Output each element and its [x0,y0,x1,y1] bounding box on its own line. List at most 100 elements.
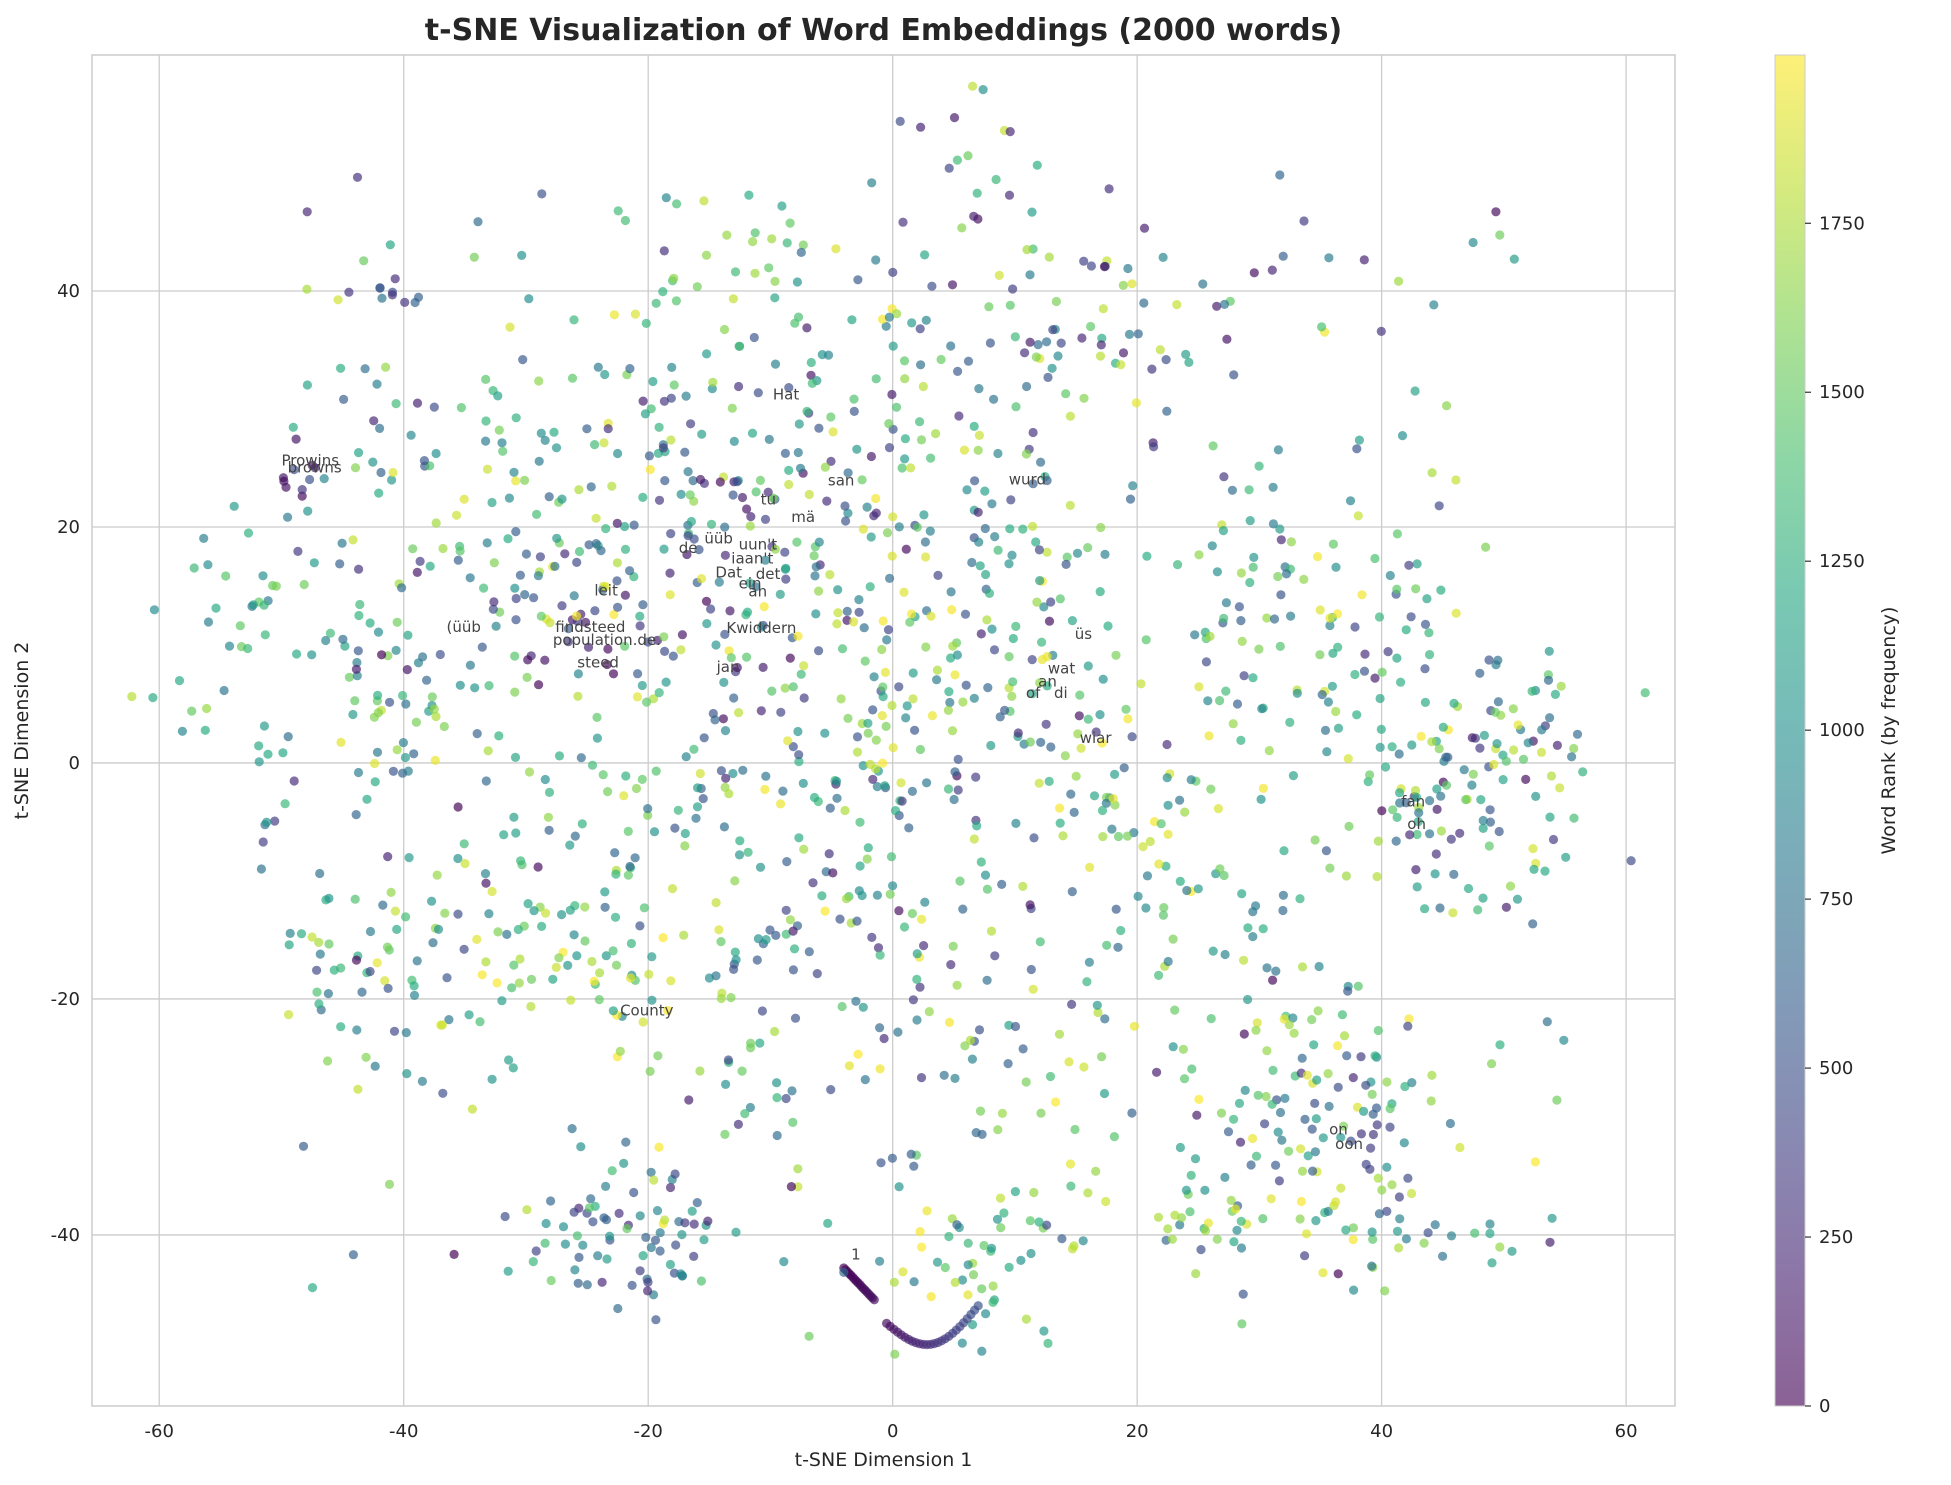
scatter-point [1138,842,1148,852]
scatter-point [1523,738,1533,748]
scatter-point [720,550,731,560]
scatter-point [1037,637,1047,647]
scatter-point [1035,678,1045,688]
scatter-point [910,725,920,735]
word-annotation: oon [1335,1135,1363,1153]
scatter-point [350,894,360,904]
scatter-point [919,941,929,951]
scatter-point [1028,521,1038,532]
scatter-point [781,1093,791,1104]
scatter-point [817,350,827,360]
scatter-point [933,570,943,581]
scatter-point [954,411,964,421]
scatter-point [455,680,465,690]
scatter-point [484,909,494,919]
scatter-point [620,521,630,532]
scatter-point [484,681,494,691]
scatter-point [397,583,407,593]
scatter-point [764,434,774,444]
scatter-point [280,799,290,809]
scatter-point [755,1038,765,1048]
scatter-point [872,890,883,900]
scatter-point [574,1252,584,1262]
scatter-point [888,743,898,753]
scatter-point [699,1235,709,1245]
scatter-point [665,1182,676,1193]
scatter-point [1278,251,1288,261]
scatter-point [1190,1154,1201,1164]
scatter-point [1047,363,1057,373]
scatter-point [883,625,894,635]
scatter-point [946,341,956,351]
scatter-point [1208,441,1218,451]
scatter-point [1383,647,1393,657]
scatter-point [666,393,676,403]
scatter-point [1125,494,1136,504]
scatter-point [1426,1096,1436,1106]
scatter-point [659,246,669,256]
scatter-point [377,650,387,660]
scatter-point [522,672,532,683]
scatter-point [1403,1173,1413,1183]
scatter-point [645,464,655,475]
scatter-point [1296,1144,1306,1154]
word-annotation: jan [716,658,740,676]
scatter-point [203,617,214,627]
scatter-point [852,747,863,757]
scatter-point [973,1301,983,1311]
scatter-point [582,424,592,434]
scatter-point [348,709,358,720]
scatter-point [608,946,618,956]
scatter-point [1518,754,1529,764]
scatter-point [969,693,979,703]
scatter-point [373,627,384,637]
colorbar-tick-label: 1000 [1819,720,1865,741]
scatter-point [969,211,979,221]
scatter-point [1311,1114,1321,1124]
scatter-point [1025,1216,1035,1226]
scatter-point [953,366,963,376]
scatter-point [655,1246,665,1256]
scatter-point [760,784,770,795]
scatter-point [1116,360,1126,370]
scatter-point [1236,616,1246,626]
scatter-point [1220,1172,1230,1182]
scatter-point [302,284,312,294]
scatter-point [1463,883,1474,894]
scatter-point [1416,731,1426,742]
scatter-point [665,590,675,600]
scatter-point [1332,609,1343,619]
scatter-point [1478,815,1488,826]
scatter-point [1441,780,1452,790]
scatter-point [1162,773,1172,783]
scatter-point [944,687,954,697]
scatter-point [438,1088,448,1098]
scatter-point [788,926,798,936]
scatter-point [430,755,440,766]
scatter-point [1373,1173,1383,1183]
scatter-point [1232,1225,1242,1235]
scatter-point [863,718,873,728]
scatter-point [288,422,298,432]
scatter-point [1245,516,1255,526]
scatter-point [1424,628,1434,638]
scatter-point [869,672,879,682]
scatter-point [1168,934,1178,944]
scatter-point [811,562,821,572]
scatter-point [1248,1133,1258,1144]
scatter-point [1406,612,1416,622]
scatter-point [641,1232,651,1242]
scatter-point [1185,1207,1195,1217]
scatter-point [724,646,734,656]
scatter-point [348,1250,358,1260]
scatter-point [743,847,753,857]
scatter-point [782,238,792,248]
scatter-point [601,951,611,961]
scatter-point [1324,1101,1334,1111]
scatter-point [583,642,594,652]
scatter-point [1072,548,1083,558]
scatter-point [350,463,361,473]
scatter-point [1071,771,1081,781]
scatter-point [671,1240,681,1250]
scatter-point [1388,805,1398,815]
